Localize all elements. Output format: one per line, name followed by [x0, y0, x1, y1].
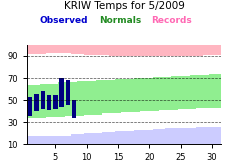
- Text: KRIW Temps for 5/2009: KRIW Temps for 5/2009: [64, 1, 184, 11]
- Bar: [28, 97, 32, 116]
- Text: Records: Records: [151, 16, 191, 25]
- Bar: [40, 91, 45, 109]
- Bar: [59, 78, 63, 107]
- Text: Observed: Observed: [39, 16, 87, 25]
- Bar: [65, 80, 70, 105]
- Bar: [47, 95, 51, 110]
- Bar: [53, 95, 57, 109]
- Bar: [72, 100, 76, 118]
- Text: Normals: Normals: [98, 16, 140, 25]
- Bar: [34, 93, 38, 111]
